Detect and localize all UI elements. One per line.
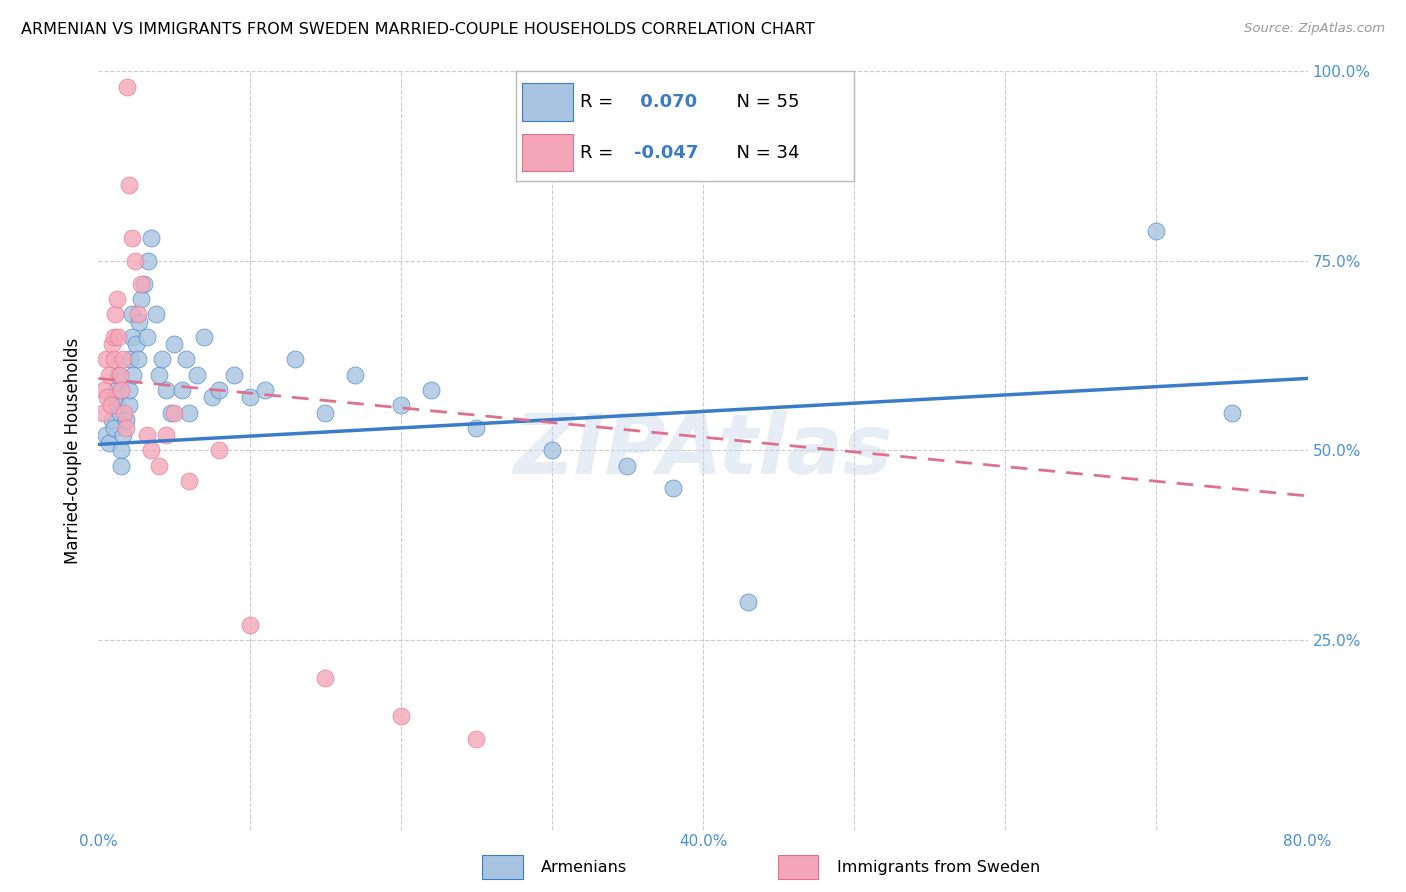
Point [148,368,170,382]
Point [150,352,173,367]
Point [160,405,183,420]
Point [118,178,141,193]
Point [253,383,276,397]
Point [616,458,638,473]
Point [100,398,122,412]
Point [179,405,201,420]
Point [98,436,121,450]
Point [314,405,336,420]
Point [737,595,759,609]
Point [129,292,152,306]
Point [208,383,231,397]
Point [193,330,215,344]
Point [136,253,159,268]
Point [135,428,157,442]
Point [103,391,125,405]
Point [1220,405,1243,420]
Point [127,352,149,367]
Point [124,253,146,268]
Point [112,405,135,420]
Point [145,307,167,321]
Point [115,79,138,94]
Point [155,428,177,442]
Point [122,368,145,382]
Point [105,292,128,306]
Point [93,383,115,397]
Point [101,337,124,351]
Point [155,383,177,397]
Point [661,482,683,496]
Point [98,368,121,382]
Point [118,383,141,397]
Point [465,421,488,435]
Text: ZIPAtlas: ZIPAtlas [513,410,893,491]
Point [540,443,562,458]
Point [108,405,131,420]
Point [114,421,136,435]
Point [239,391,262,405]
Point [284,352,307,367]
Point [107,368,129,382]
Point [105,398,128,412]
Point [104,307,127,321]
Point [105,383,128,397]
Text: Armenians: Armenians [541,860,627,874]
Point [121,307,143,321]
Point [128,314,150,328]
Point [186,368,208,382]
Point [224,368,246,382]
Point [129,277,152,291]
Point [120,352,142,367]
Point [148,458,170,473]
Point [91,405,114,420]
Point [103,330,125,344]
Point [208,443,231,458]
Point [94,428,117,442]
Point [465,731,488,746]
Point [107,330,129,344]
Point [108,368,131,382]
Point [314,671,336,685]
Point [141,443,163,458]
Point [420,383,443,397]
Point [163,405,186,420]
Point [110,458,132,473]
Point [170,383,193,397]
Point [118,398,141,412]
Text: ARMENIAN VS IMMIGRANTS FROM SWEDEN MARRIED-COUPLE HOUSEHOLDS CORRELATION CHART: ARMENIAN VS IMMIGRANTS FROM SWEDEN MARRI… [21,22,815,37]
Point [121,231,143,245]
Point [174,352,197,367]
Text: Immigrants from Sweden: Immigrants from Sweden [837,860,1040,874]
Point [110,443,132,458]
Point [121,330,143,344]
Y-axis label: Married-couple Households: Married-couple Households [65,337,83,564]
Point [201,391,224,405]
Point [101,413,124,427]
Point [103,352,125,367]
Point [103,421,125,435]
Point [239,617,262,632]
Point [132,277,155,291]
Point [163,337,186,351]
Point [1144,223,1167,237]
Point [344,368,367,382]
Point [179,474,201,488]
Point [389,708,412,723]
Point [389,398,412,412]
Point [114,413,136,427]
Point [141,231,163,245]
Point [111,428,134,442]
Point [96,391,118,405]
Text: Source: ZipAtlas.com: Source: ZipAtlas.com [1244,22,1385,36]
Point [135,330,157,344]
Point [125,337,148,351]
Point [127,307,149,321]
Point [110,383,132,397]
Point [111,352,134,367]
Point [94,352,117,367]
